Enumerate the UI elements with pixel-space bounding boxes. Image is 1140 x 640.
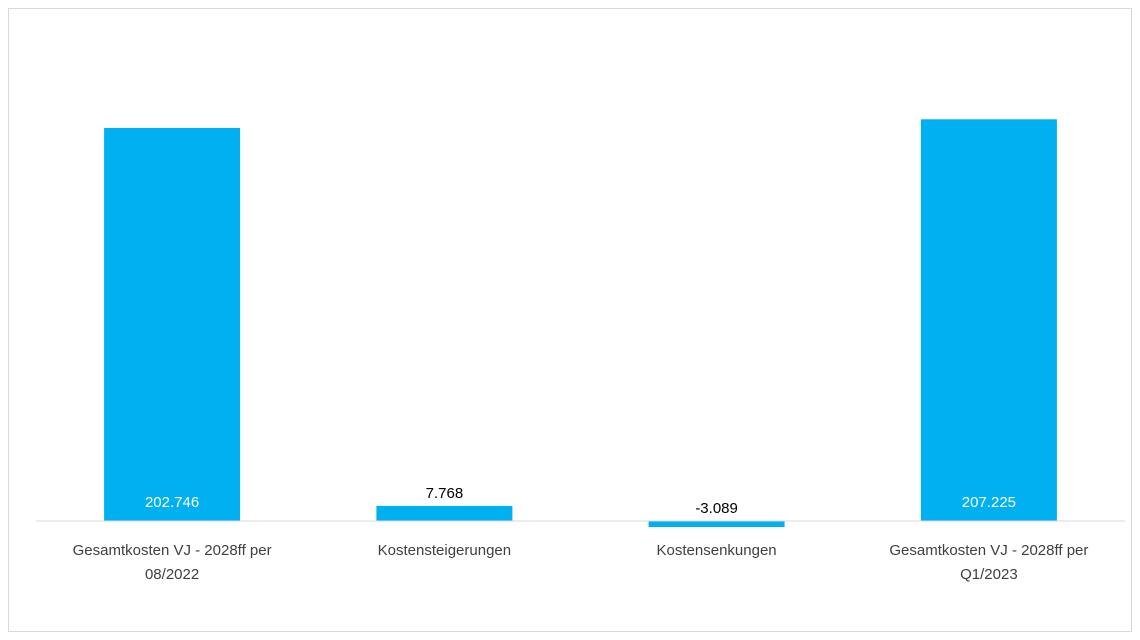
bar-4 <box>920 119 1057 522</box>
category-label-line: Kostensteigerungen <box>378 542 511 559</box>
data-label-2: 7.768 <box>426 485 464 502</box>
data-label-1: 202.746 <box>145 494 199 511</box>
bar-2 <box>376 505 513 521</box>
category-label-4: Gesamtkosten VJ - 2028ff per Q1/2023 <box>889 542 1088 583</box>
category-label-3: Kostensenkungen <box>657 542 777 559</box>
data-label-3: -3.089 <box>695 500 738 517</box>
category-label-1: Gesamtkosten VJ - 2028ff per 08/2022 <box>73 542 272 583</box>
category-label-line: Kostensenkungen <box>657 542 777 559</box>
category-labels-group: Gesamtkosten VJ - 2028ff per 08/2022 Koste… <box>73 542 1089 583</box>
category-label-line: 08/2022 <box>145 566 199 583</box>
category-label-line: Gesamtkosten VJ - 2028ff per <box>73 542 272 559</box>
category-label-line: Q1/2023 <box>960 566 1018 583</box>
value-labels-group: 202.746 7.768 -3.089 207.225 <box>145 485 1016 517</box>
bars-group <box>104 119 1057 527</box>
category-label-2: Kostensteigerungen <box>378 542 511 559</box>
bar-1 <box>104 128 241 521</box>
bar-3 <box>648 521 785 527</box>
data-label-4: 207.225 <box>962 494 1016 511</box>
category-label-line: Gesamtkosten VJ - 2028ff per <box>889 542 1088 559</box>
